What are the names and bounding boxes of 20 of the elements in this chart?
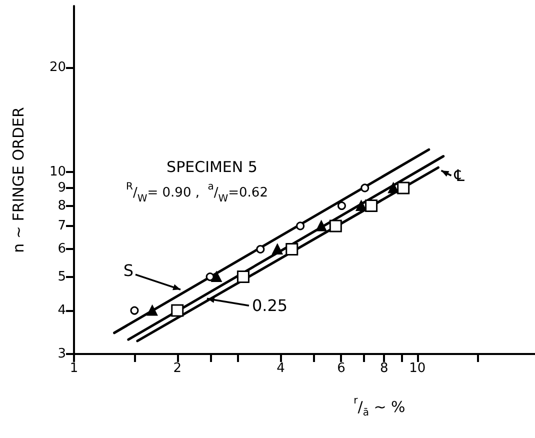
- x-tick-label: 10: [409, 361, 426, 376]
- x-tick-label: 4: [276, 361, 285, 376]
- y-tick-label: 5: [58, 269, 66, 284]
- y-tick-label: 9: [58, 180, 66, 196]
- y-axis-title: n ~ FRINGE ORDER: [10, 107, 28, 253]
- y-tick-label: 4: [58, 303, 66, 318]
- text: S: [123, 261, 134, 280]
- x-tick-label: 6: [337, 361, 346, 376]
- legend-label: 0.25: [252, 296, 288, 316]
- x-tick-label: 1: [70, 361, 78, 376]
- y-tick-label: 10: [49, 164, 66, 180]
- y-tick-label: 6: [58, 242, 66, 257]
- x-tick-label: 2: [173, 361, 182, 376]
- x-tick-label: 8: [380, 361, 388, 376]
- legend-label: ℄: [453, 166, 466, 186]
- y-tick-label: 7: [58, 218, 66, 234]
- annotation: SPECIMEN 5: [166, 158, 258, 176]
- y-tick-label: 20: [49, 60, 66, 75]
- y-tick-label: 8: [58, 198, 66, 214]
- y-tick-label: 3: [58, 346, 66, 362]
